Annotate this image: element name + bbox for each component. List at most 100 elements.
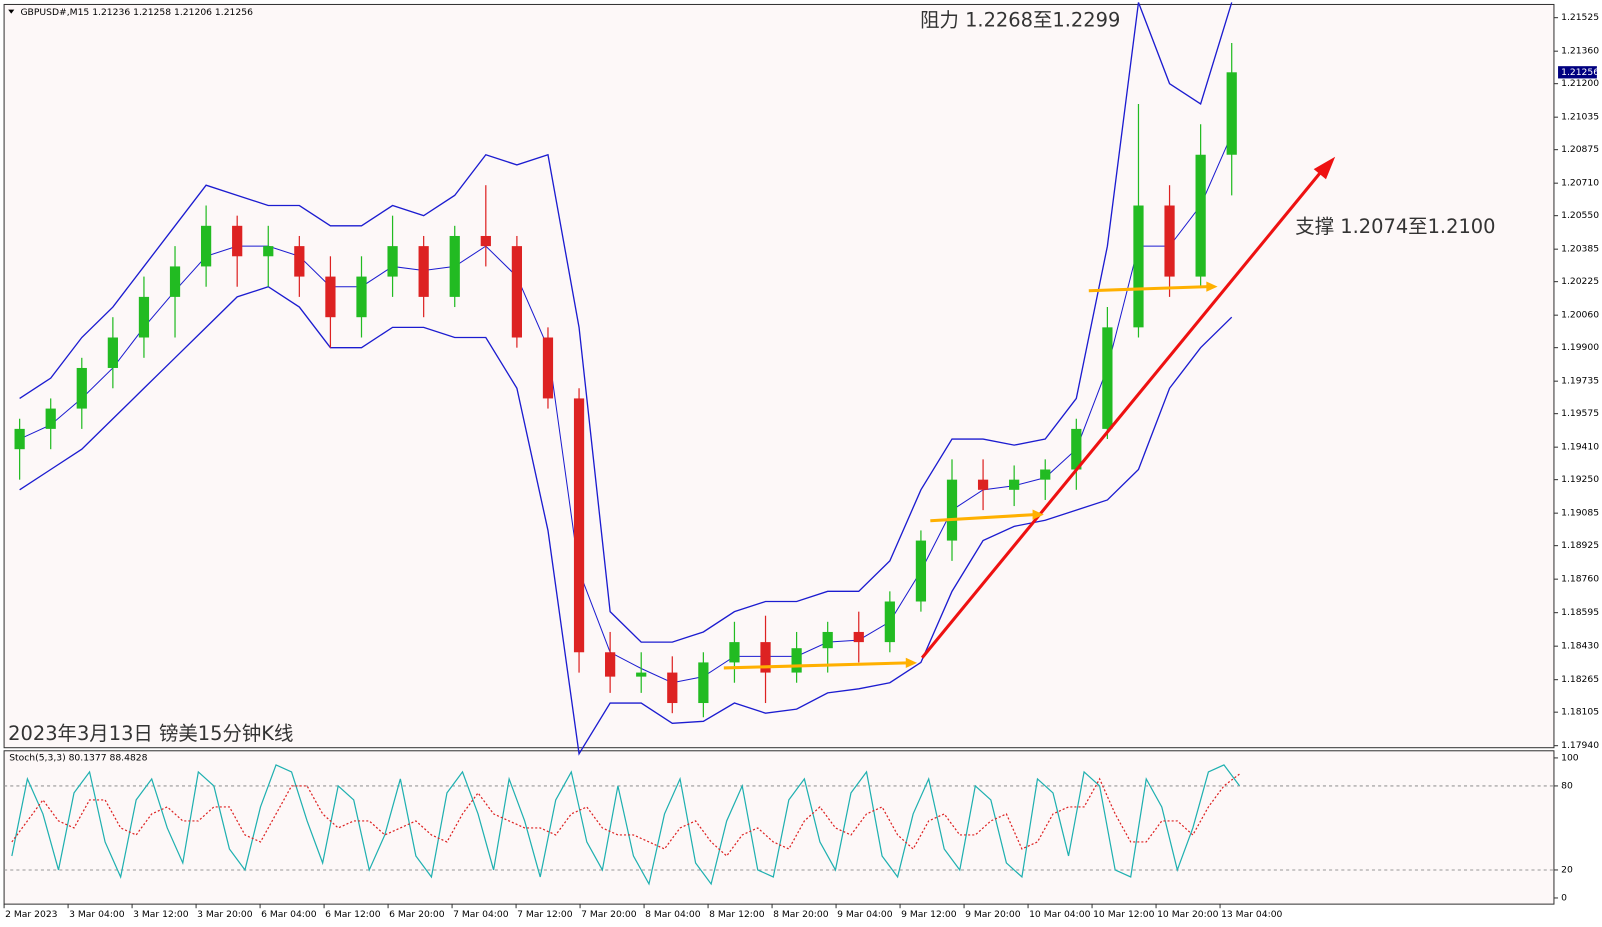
candle-body [605, 652, 616, 677]
x-tick-label: 13 Mar 04:00 [1221, 909, 1282, 920]
chart-caption: 2023年3月13日 镑美15分钟K线 [8, 722, 293, 745]
y-tick-label: 1.20060 [1561, 310, 1599, 321]
arrow-head [1206, 281, 1218, 292]
y-tick-label: 1.18265 [1561, 674, 1599, 685]
candle-body [1164, 205, 1175, 277]
x-tick-label: 10 Mar 04:00 [1029, 909, 1090, 920]
y-tick-label: 1.20710 [1561, 178, 1599, 189]
stoch-tick-label: 20 [1561, 864, 1573, 875]
y-tick-label: 1.18105 [1561, 707, 1599, 718]
y-tick-label: 1.18430 [1561, 641, 1599, 652]
band-middle [19, 134, 1233, 684]
stoch-panel [3, 750, 1555, 905]
candle-body [1133, 205, 1144, 328]
arrow-head [1032, 509, 1044, 520]
x-tick-label: 7 Mar 20:00 [581, 909, 637, 920]
candle-body [1071, 428, 1082, 470]
y-tick-label: 1.18760 [1561, 574, 1599, 585]
y-tick-label: 1.21525 [1561, 12, 1599, 23]
x-tick-label: 9 Mar 20:00 [965, 909, 1021, 920]
candle-body [791, 648, 802, 673]
candle-body [232, 225, 243, 257]
x-tick-label: 6 Mar 12:00 [325, 909, 381, 920]
candle-body [325, 276, 336, 318]
candle-body [760, 642, 771, 673]
x-tick-label: 8 Mar 04:00 [645, 909, 701, 920]
band-lower [19, 286, 1233, 756]
y-tick-label: 1.21200 [1561, 78, 1599, 89]
candle-body [14, 428, 25, 450]
x-tick-label: 3 Mar 12:00 [133, 909, 189, 920]
x-tick-label: 6 Mar 04:00 [261, 909, 317, 920]
arrow-head [905, 657, 918, 668]
candle-body [1226, 72, 1237, 155]
trend-arrow [920, 166, 1327, 659]
candle-body [822, 631, 833, 649]
x-tick-label: 6 Mar 20:00 [389, 909, 445, 920]
support-note: 支撑 1.2074至1.2100 [1295, 215, 1495, 238]
band-upper [19, 2, 1233, 643]
x-tick-label: 9 Mar 12:00 [901, 909, 957, 920]
x-tick-label: 7 Mar 04:00 [453, 909, 509, 920]
y-tick-label: 1.19900 [1561, 342, 1599, 353]
candle-body [1195, 154, 1206, 277]
candle-body [263, 246, 274, 257]
header: GBPUSD#,M15 1.21236 1.21258 1.21206 1.21… [20, 7, 253, 18]
candle-body [387, 246, 398, 277]
x-tick-label: 8 Mar 12:00 [709, 909, 765, 920]
arrow-head [1313, 156, 1336, 180]
x-tick-label: 3 Mar 04:00 [69, 909, 125, 920]
candle-body [884, 601, 895, 643]
candle-body [200, 225, 212, 267]
last-price-label: 1.21256 [1561, 67, 1599, 78]
y-tick-label: 1.19085 [1561, 508, 1599, 519]
candle-body [45, 408, 56, 429]
candle-body [356, 276, 367, 318]
price-panel [3, 3, 1555, 749]
candle-body [698, 662, 709, 704]
y-tick-label: 1.18595 [1561, 607, 1599, 618]
candle-body [915, 540, 927, 602]
stoch-tick-label: 0 [1561, 892, 1567, 903]
candle-body [418, 246, 429, 297]
candle-body [107, 337, 118, 368]
candle-body [542, 337, 554, 399]
y-tick-label: 1.19735 [1561, 376, 1599, 387]
candle-body [667, 672, 678, 704]
x-tick-label: 10 Mar 12:00 [1093, 909, 1154, 920]
candle-body [1102, 327, 1113, 429]
y-tick-label: 1.19410 [1561, 442, 1599, 453]
support-line [930, 513, 1035, 523]
y-tick-label: 1.20875 [1561, 144, 1599, 155]
candle-body [1009, 479, 1020, 490]
stoch-tick-label: 100 [1561, 752, 1579, 763]
candle-body [946, 479, 958, 541]
candle-body [76, 367, 87, 409]
stoch-tick-label: 80 [1561, 780, 1573, 791]
stoch-1 [11, 773, 1240, 857]
resistance-note: 阻力 1.2268至1.2299 [920, 8, 1120, 31]
y-tick-label: 1.20225 [1561, 276, 1599, 287]
y-tick-label: 1.19250 [1561, 474, 1599, 485]
stoch-0 [11, 764, 1240, 886]
support-line [1088, 285, 1209, 293]
last-price-box [1558, 66, 1597, 79]
x-tick-label: 8 Mar 20:00 [773, 909, 829, 920]
y-tick-label: 1.18925 [1561, 540, 1599, 551]
candle-body [169, 266, 181, 297]
x-tick-label: 3 Mar 20:00 [197, 909, 253, 920]
y-tick-label: 1.21035 [1561, 112, 1599, 123]
stoch-label: Stoch(5,3,3) 80.1377 88.4828 [9, 752, 147, 763]
x-tick-label: 9 Mar 04:00 [837, 909, 893, 920]
candle-body [853, 631, 864, 643]
drawings [723, 156, 1336, 670]
y-tick-label: 1.21360 [1561, 46, 1599, 57]
candle-body [636, 672, 647, 677]
candle-body [511, 246, 523, 338]
candle-body [480, 235, 491, 247]
y-tick-label: 1.17940 [1561, 740, 1599, 751]
support-line [723, 661, 908, 670]
candle-body [294, 246, 305, 277]
candle-body [573, 398, 585, 653]
